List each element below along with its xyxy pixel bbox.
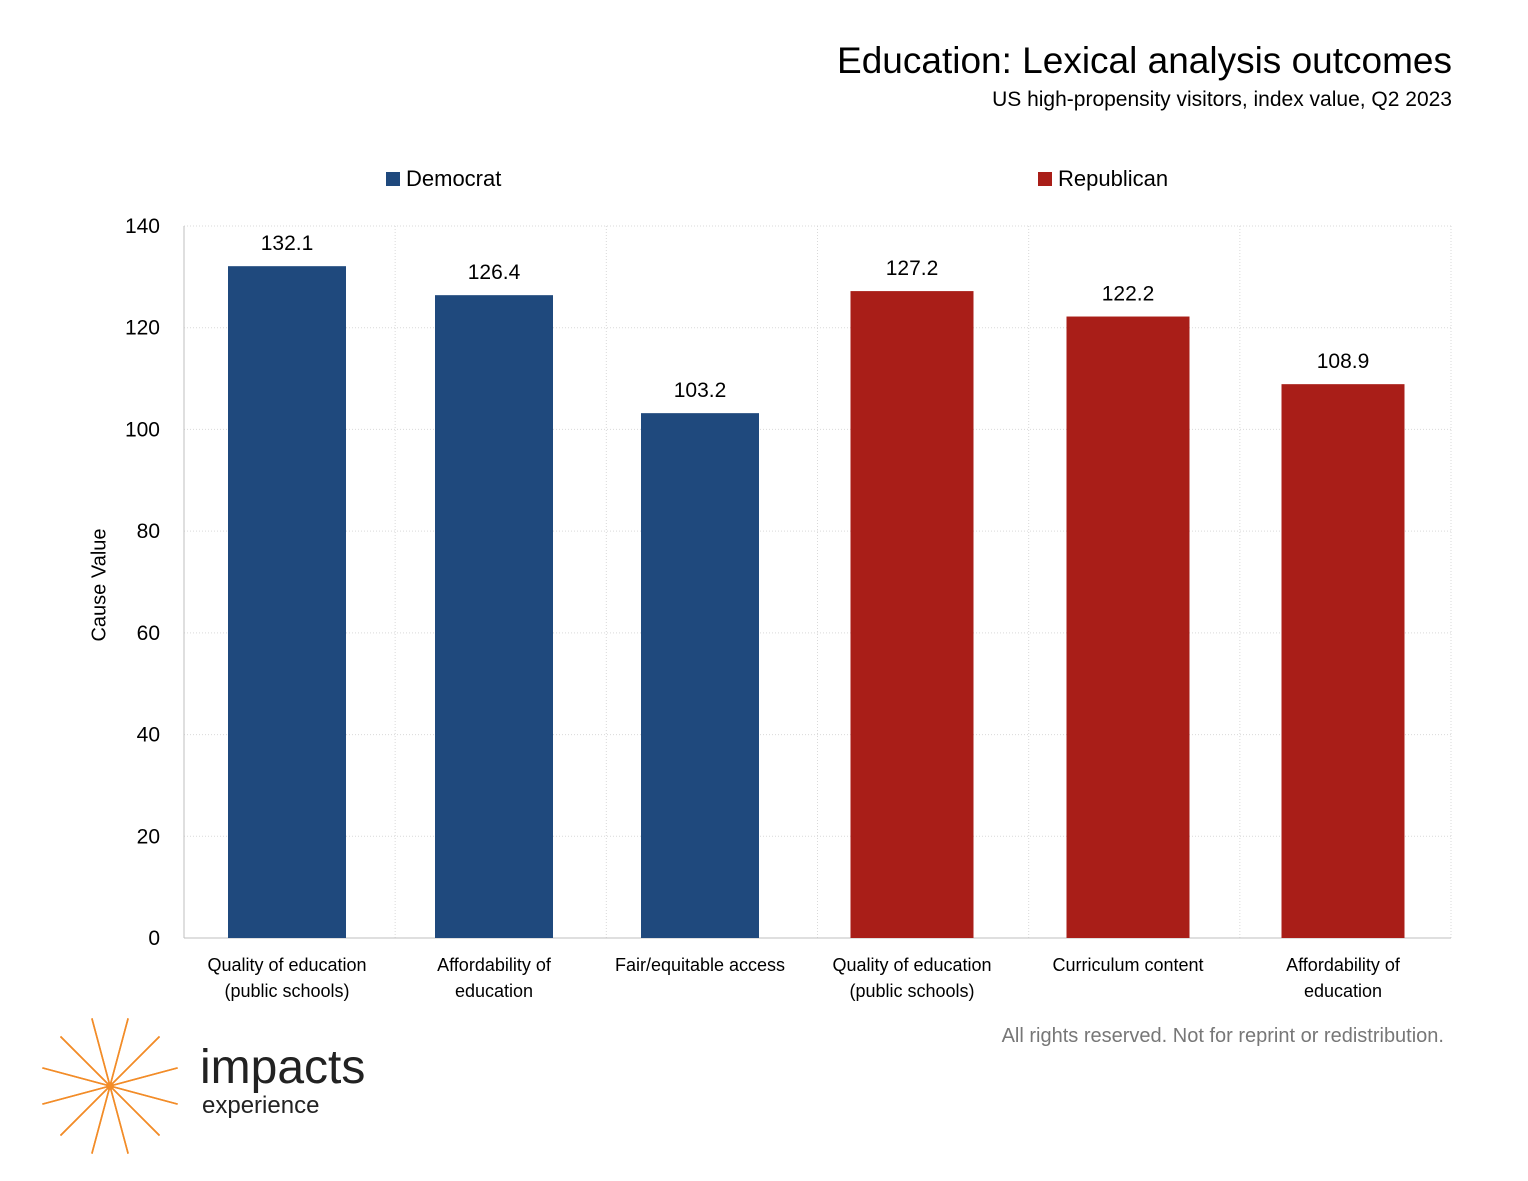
- x-tick-label: (public schools): [224, 981, 349, 1001]
- chart-title: Education: Lexical analysis outcomes: [837, 40, 1452, 81]
- x-tick-label: (public schools): [849, 981, 974, 1001]
- x-tick-label: education: [1304, 981, 1382, 1001]
- data-label: 126.4: [468, 261, 521, 284]
- data-label: 132.1: [261, 232, 314, 255]
- data-label: 127.2: [886, 257, 939, 280]
- legend-swatch-republican: [1038, 172, 1052, 186]
- logo-text-impacts: impacts: [200, 1041, 366, 1094]
- bar-democrat: [228, 266, 346, 939]
- y-tick-label: 20: [137, 825, 160, 848]
- chart-subtitle: US high-propensity visitors, index value…: [992, 88, 1452, 111]
- legend-label-republican: Republican: [1058, 166, 1169, 191]
- legend-swatch-democrat: [386, 172, 400, 186]
- bar-republican: [1066, 316, 1190, 938]
- y-tick-label: 40: [137, 724, 160, 747]
- bar-democrat: [435, 295, 553, 938]
- data-label: 122.2: [1102, 283, 1155, 306]
- data-label: 108.9: [1317, 350, 1370, 373]
- data-label: 103.2: [674, 379, 727, 402]
- y-tick-label: 0: [148, 927, 160, 950]
- x-tick-label: Quality of education: [832, 955, 991, 975]
- y-tick-label: 80: [137, 520, 160, 543]
- bar-republican: [1281, 384, 1405, 938]
- legend-label-democrat: Democrat: [406, 166, 502, 191]
- rights-notice: All rights reserved. Not for reprint or …: [1001, 1025, 1444, 1047]
- bar-republican: [850, 291, 974, 938]
- x-tick-label: education: [455, 981, 533, 1001]
- x-tick-label: Quality of education: [207, 955, 366, 975]
- legend-item-republican: Republican: [1038, 166, 1168, 192]
- x-tick-label: Affordability of: [1286, 955, 1401, 975]
- y-tick-label: 120: [125, 317, 160, 340]
- x-tick-label: Curriculum content: [1052, 955, 1203, 975]
- logo-text-experience: experience: [202, 1092, 320, 1119]
- y-tick-label: 140: [125, 215, 160, 238]
- legend-item-democrat: Democrat: [386, 166, 501, 192]
- x-tick-label: Affordability of: [437, 955, 552, 975]
- x-tick-label: Fair/equitable access: [615, 955, 785, 975]
- bar-democrat: [641, 413, 759, 938]
- y-tick-label: 60: [137, 622, 160, 645]
- logo-burst-icon: [42, 1018, 178, 1154]
- y-tick-label: 100: [125, 418, 160, 441]
